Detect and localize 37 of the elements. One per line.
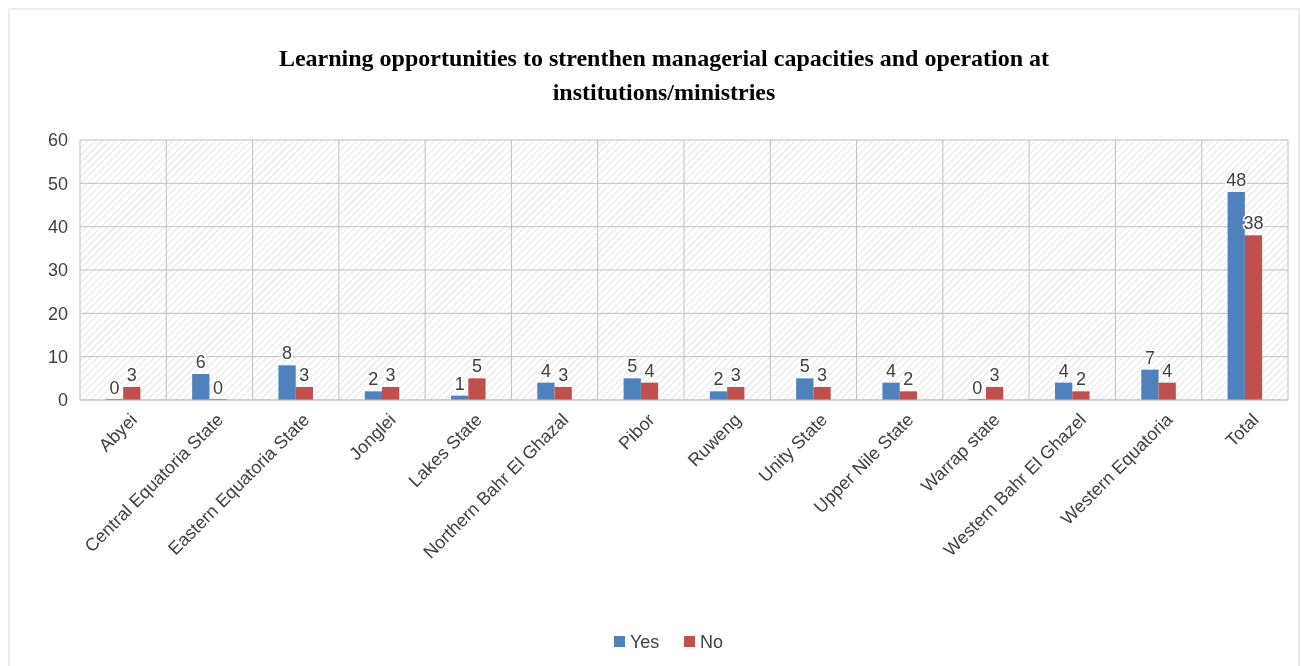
data-label: 3 <box>989 365 1000 385</box>
data-label: 1 <box>454 373 465 394</box>
data-label: 0 <box>213 378 224 398</box>
data-label: 4 <box>644 360 655 381</box>
data-label: 4 <box>540 360 551 381</box>
y-tick-label: 10 <box>47 346 68 367</box>
chart-title: Learning opportunities to strenthen managerial capacities and operation at institutions/ministries <box>278 45 1050 105</box>
data-label: 3 <box>558 365 569 385</box>
data-label: 2 <box>713 369 724 390</box>
data-label: 5 <box>471 356 482 377</box>
y-tick-label: 0 <box>57 390 68 411</box>
y-tick-label: 40 <box>47 216 68 237</box>
data-label: 5 <box>627 356 638 377</box>
data-label: 2 <box>368 369 379 390</box>
legend-label: Yes <box>630 632 660 653</box>
data-label: 2 <box>903 369 914 390</box>
data-label: 3 <box>385 365 396 385</box>
data-label: 4 <box>1058 360 1069 381</box>
y-tick-label: 30 <box>47 260 68 281</box>
data-label: 0 <box>972 378 983 398</box>
data-label: 8 <box>282 343 293 364</box>
data-label: 3 <box>730 365 741 385</box>
data-label: 0 <box>109 378 120 398</box>
data-label: 3 <box>299 365 310 385</box>
legend-label: No <box>700 632 724 653</box>
data-label: 3 <box>126 365 137 385</box>
y-tick-label: 60 <box>47 130 68 151</box>
data-label: 5 <box>799 356 810 377</box>
y-tick-label: 20 <box>47 303 68 324</box>
data-label: 48 <box>1226 170 1247 190</box>
data-label: 4 <box>886 360 897 381</box>
data-label: 6 <box>195 352 206 372</box>
y-tick-label: 50 <box>47 173 68 194</box>
data-label: 2 <box>1075 369 1086 390</box>
data-label: 3 <box>817 365 828 385</box>
data-label: 7 <box>1144 347 1155 368</box>
data-label: 4 <box>1162 360 1173 381</box>
